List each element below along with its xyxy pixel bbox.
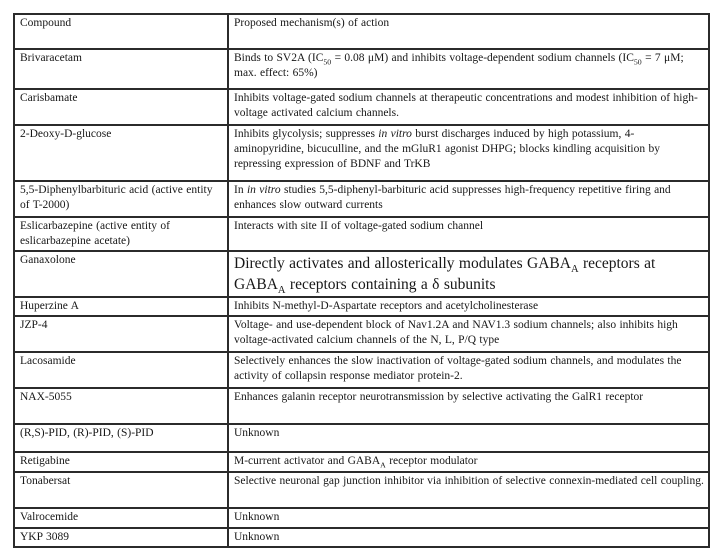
mechanism-cell: Voltage- and use-dependent block of Nav1… [227, 315, 710, 353]
compound-cell: Lacosamide [13, 351, 229, 389]
compound-cell: Tonabersat [13, 471, 229, 509]
compound-cell: Huperzine A [13, 296, 229, 317]
table-row: Huperzine A Inhibits N-methyl-D-Aspartat… [13, 296, 710, 317]
table-body: Brivaracetam Binds to SV2A (IC50 = 0.08 … [13, 48, 710, 548]
table-row: Brivaracetam Binds to SV2A (IC50 = 0.08 … [13, 48, 710, 90]
table-row: Tonabersat Selective neuronal gap juncti… [13, 471, 710, 509]
compound-cell: 5,5-Diphenylbarbituric acid (active enti… [13, 180, 229, 218]
compound-cell: Retigabine [13, 451, 229, 473]
mechanism-cell: Selectively enhances the slow inactivati… [227, 351, 710, 389]
compound-column-header: Compound [13, 13, 229, 50]
table-row: Eslicarbazepine (active entity of eslica… [13, 216, 710, 252]
mechanism-cell: Unknown [227, 507, 710, 529]
mechanism-cell: In in vitro studies 5,5-diphenyl-barbitu… [227, 180, 710, 218]
compound-cell: Ganaxolone [13, 250, 229, 298]
table-row: JZP-4 Voltage- and use-dependent block o… [13, 315, 710, 353]
table-row: Carisbamate Inhibits voltage-gated sodiu… [13, 88, 710, 126]
mechanism-cell: Interacts with site II of voltage-gated … [227, 216, 710, 252]
mechanism-cell: Binds to SV2A (IC50 = 0.08 μM) and inhib… [227, 48, 710, 90]
compound-cell: Carisbamate [13, 88, 229, 126]
compound-cell: (R,S)-PID, (R)-PID, (S)-PID [13, 423, 229, 453]
mechanism-cell: Unknown [227, 423, 710, 453]
mechanism-cell: Inhibits glycolysis; suppresses in vitro… [227, 124, 710, 182]
mechanism-cell: M-current activator and GABAA receptor m… [227, 451, 710, 473]
compound-cell: 2-Deoxy-D-glucose [13, 124, 229, 182]
table-row: 5,5-Diphenylbarbituric acid (active enti… [13, 180, 710, 218]
mechanism-cell: Enhances galanin receptor neurotransmiss… [227, 387, 710, 425]
table-row: Valrocemide Unknown [13, 507, 710, 529]
compound-cell: Eslicarbazepine (active entity of eslica… [13, 216, 229, 252]
mechanism-column-header: Proposed mechanism(s) of action [227, 13, 710, 50]
mechanism-cell: Inhibits N-methyl-D-Aspartate receptors … [227, 296, 710, 317]
table-row: NAX-5055 Enhances galanin receptor neuro… [13, 387, 710, 425]
compound-cell: YKP 3089 [13, 527, 229, 548]
header-row: Compound Proposed mechanism(s) of action [13, 13, 710, 50]
mechanism-cell: Inhibits voltage-gated sodium channels a… [227, 88, 710, 126]
table-row: Retigabine M-current activator and GABAA… [13, 451, 710, 473]
table-row: (R,S)-PID, (R)-PID, (S)-PID Unknown [13, 423, 710, 453]
mechanism-cell: Directly activates and allosterically mo… [227, 250, 710, 298]
table-row: Lacosamide Selectively enhances the slow… [13, 351, 710, 389]
compound-cell: Valrocemide [13, 507, 229, 529]
compound-cell: JZP-4 [13, 315, 229, 353]
mechanism-cell: Unknown [227, 527, 710, 548]
compound-cell: NAX-5055 [13, 387, 229, 425]
table-header: Compound Proposed mechanism(s) of action [13, 13, 710, 50]
table-row: Ganaxolone Directly activates and allost… [13, 250, 710, 298]
mechanism-cell: Selective neuronal gap junction inhibito… [227, 471, 710, 509]
mechanisms-table-container: Compound Proposed mechanism(s) of action… [13, 13, 710, 548]
table-row: 2-Deoxy-D-glucose Inhibits glycolysis; s… [13, 124, 710, 182]
compound-cell: Brivaracetam [13, 48, 229, 90]
table-row: YKP 3089 Unknown [13, 527, 710, 548]
mechanisms-table: Compound Proposed mechanism(s) of action… [13, 13, 710, 548]
